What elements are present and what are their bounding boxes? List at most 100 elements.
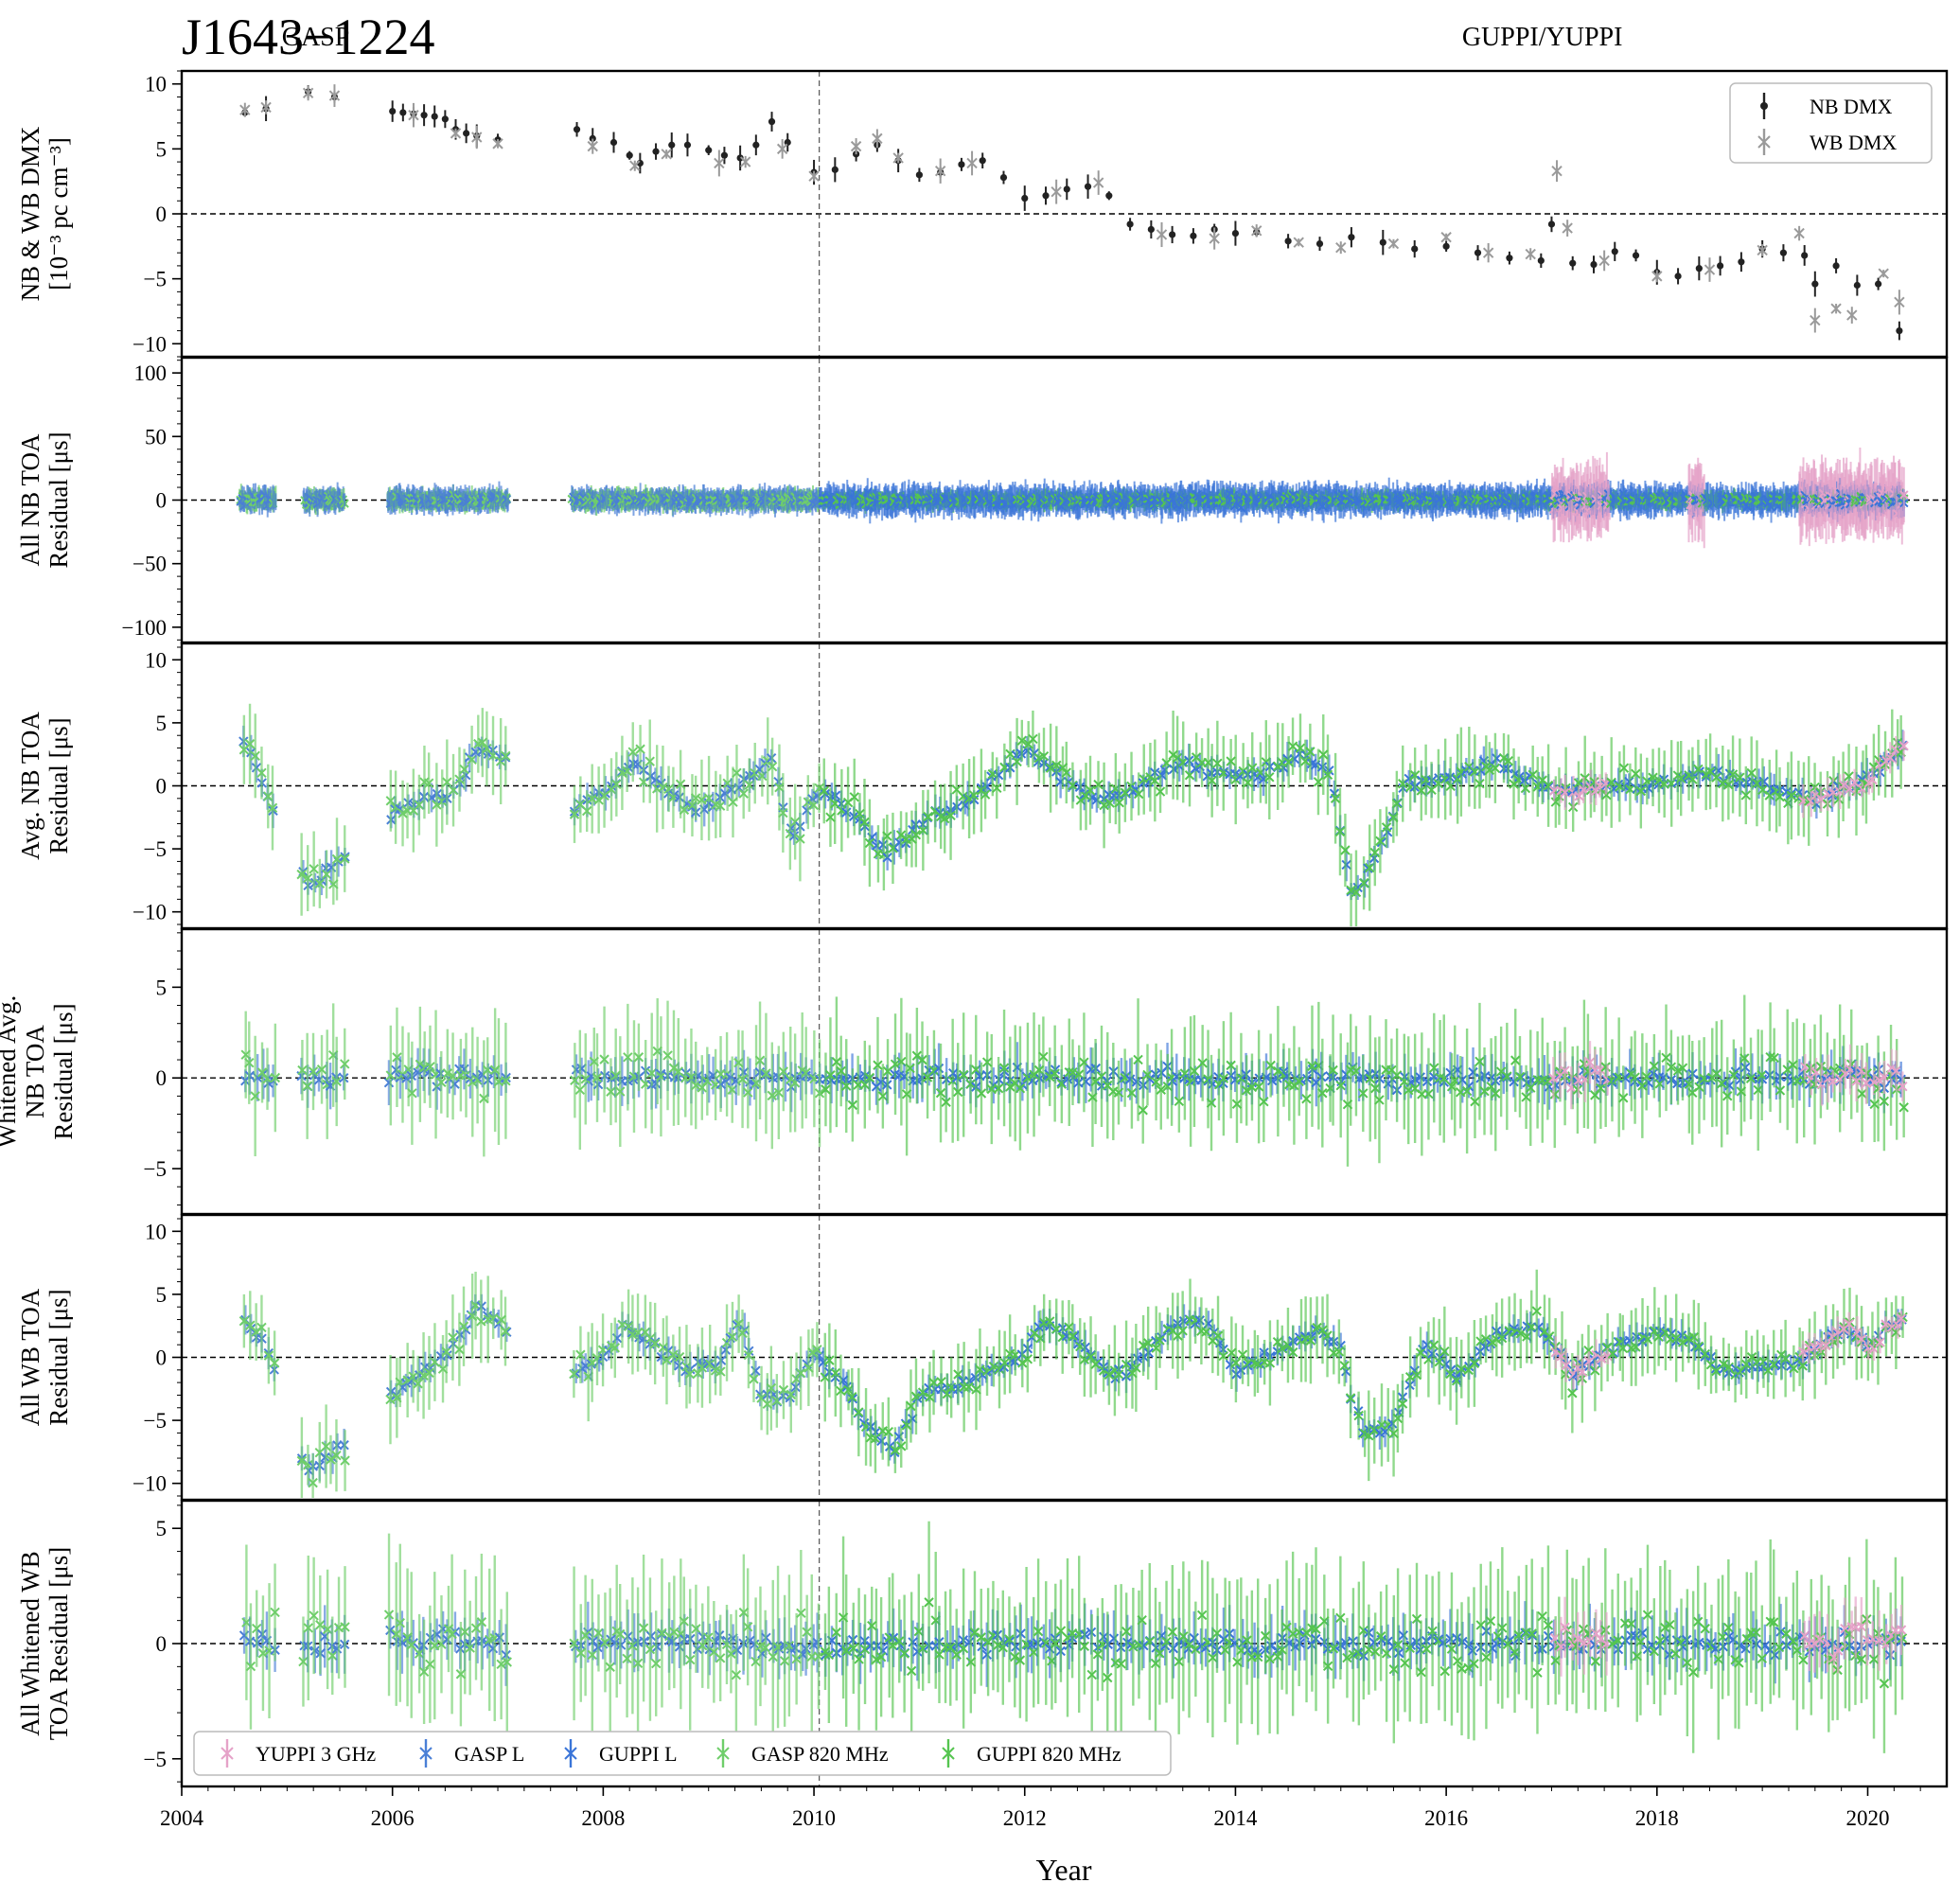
dmx-point [934, 165, 946, 177]
dmx-point [1156, 229, 1168, 240]
dmx-point [966, 157, 978, 169]
y-tick-label: 5 [156, 137, 168, 161]
dmx-point [1832, 262, 1840, 270]
dmx-point [1598, 255, 1610, 267]
dmx-point [420, 112, 428, 119]
y-tick-label: 10 [145, 73, 167, 97]
dmx-point [1051, 185, 1062, 198]
dmx-point [1084, 183, 1092, 190]
dmx-point [471, 132, 483, 143]
dmx-point [892, 152, 904, 164]
y-tick-label: 50 [145, 425, 167, 449]
dmx-point [441, 115, 449, 123]
dmx-point [389, 107, 397, 115]
y-tick-label: −10 [132, 332, 167, 356]
dmx-point [1284, 238, 1292, 245]
dmx-point [1810, 314, 1821, 326]
dmx-point [1547, 220, 1556, 228]
dmx-point [1894, 296, 1905, 308]
dmx-point [328, 90, 341, 101]
dmx-point [626, 151, 633, 159]
y-tick-label: 0 [156, 489, 168, 513]
y-tick-label: −50 [132, 553, 167, 576]
dmx-point [752, 141, 760, 149]
backend-label-gasp: GASP [282, 23, 350, 52]
dmx-point [1440, 232, 1452, 243]
dmx-point [1042, 192, 1050, 200]
dmx-point [1190, 232, 1197, 239]
dmx-point [1411, 245, 1419, 253]
dmx-point [1695, 265, 1703, 273]
dmx-point [1779, 249, 1788, 256]
dmx-point [1021, 194, 1029, 202]
dmx-point [1105, 192, 1113, 200]
dmx-point [463, 130, 470, 137]
dmx-point [1651, 271, 1663, 282]
dmx-point [739, 156, 751, 167]
legend-marker [1760, 102, 1768, 110]
dmx-point [683, 141, 692, 149]
dmx-point [1063, 185, 1070, 193]
y-axis-label: NB & WB DMX [16, 126, 44, 301]
dmx-point [1757, 244, 1768, 256]
dmx-point [999, 173, 1008, 182]
dmx-point [1611, 248, 1618, 255]
legend-box [1729, 82, 1933, 164]
y-tick-label: 100 [134, 361, 168, 385]
dmx-point [573, 126, 581, 133]
backend-label-guppi: GUPPI/YUPPI [1462, 23, 1623, 52]
dmx-point [720, 151, 729, 159]
pulsar-name: J1643−1224 [182, 9, 434, 65]
dmx-point [1231, 229, 1240, 238]
dmx-point [1293, 237, 1304, 248]
dmx-point [1482, 247, 1494, 258]
dmx-point [1793, 227, 1805, 239]
dmx-point [1830, 303, 1842, 314]
dmx-point [1717, 262, 1724, 270]
y-axis-label: [10⁻³ pc cm⁻³] [44, 137, 73, 290]
dmx-point [1569, 259, 1577, 267]
dmx-point [1506, 255, 1513, 262]
legend-entry: WB DMX [1810, 131, 1897, 154]
dmx-point [1562, 222, 1573, 234]
dmx-point [1674, 273, 1682, 280]
dmx-point [1738, 258, 1745, 266]
points [239, 84, 1905, 341]
dmx-point [831, 166, 839, 173]
dmx-point [629, 160, 641, 171]
points [236, 448, 1909, 549]
dmx-point [260, 101, 272, 114]
dmx-point [1551, 165, 1563, 177]
dmx-point [1474, 249, 1482, 256]
y-tick-label: −100 [122, 616, 167, 640]
dmx-point [1853, 281, 1861, 290]
dmx-point [808, 170, 820, 182]
dmx-point [776, 143, 788, 155]
dmx-point [587, 140, 598, 152]
dmx-point [492, 138, 503, 150]
dmx-point [1537, 256, 1545, 265]
dmx-point [408, 109, 419, 121]
dmx-point [1704, 264, 1716, 275]
dmx-point [1147, 225, 1155, 234]
dmx-point [714, 157, 725, 169]
dmx-point [705, 147, 713, 154]
dmx-point [736, 154, 744, 162]
dmx-point [661, 149, 672, 160]
dmx-point [1801, 252, 1809, 259]
y-tick-label: 0 [156, 202, 168, 226]
dmx-point [1315, 239, 1324, 248]
dmx-point [239, 104, 251, 115]
dmx-point [1092, 177, 1104, 188]
dmx-point [768, 117, 776, 126]
y-tick-label: −5 [144, 268, 167, 291]
dmx-point [1250, 225, 1263, 237]
dmx-point [1811, 280, 1819, 288]
dmx-point [1878, 268, 1889, 279]
dmx-point [872, 132, 883, 145]
dmx-point [450, 128, 462, 139]
dmx-point [302, 87, 314, 99]
dmx-point [1348, 234, 1355, 241]
